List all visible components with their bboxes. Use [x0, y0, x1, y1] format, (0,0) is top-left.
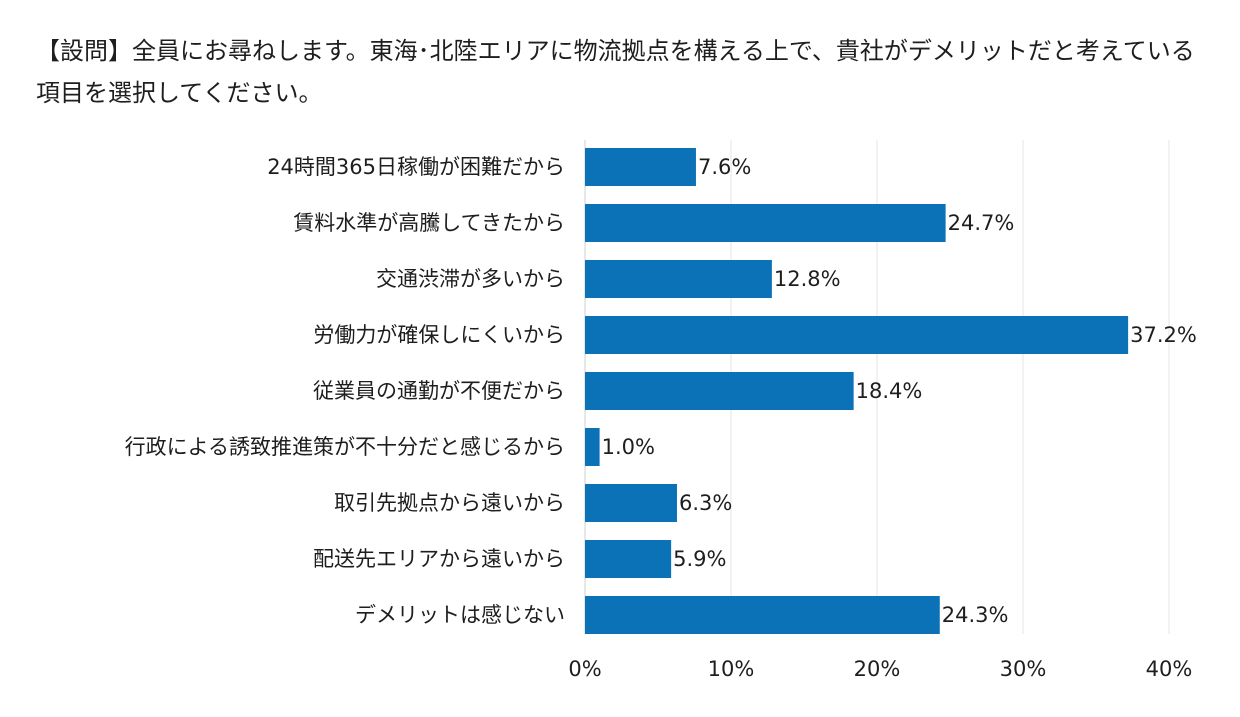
bar: [585, 204, 946, 242]
x-tick-label: 10%: [708, 657, 755, 681]
x-tick-label: 0%: [568, 657, 601, 681]
category-label: 従業員の通勤が不便だから: [313, 379, 565, 403]
bar-value-label: 18.4%: [856, 379, 923, 403]
bar: [585, 372, 854, 410]
bar-value-label: 24.3%: [942, 603, 1009, 627]
bar-value-label: 6.3%: [679, 491, 732, 515]
bar: [585, 596, 940, 634]
category-label: 交通渋滞が多いから: [376, 267, 565, 291]
category-label: 24時間365日稼働が困難だから: [267, 155, 565, 179]
bar-value-label: 12.8%: [774, 267, 841, 291]
bar: [585, 260, 772, 298]
category-label: 取引先拠点から遠いから: [334, 491, 565, 515]
bar: [585, 148, 696, 186]
chart-title: 【設問】全員にお尋ねします。東海･北陸エリアに物流拠点を構える上で、貴社がデメリ…: [36, 37, 1195, 107]
x-tick-label: 20%: [854, 657, 901, 681]
category-label: 労働力が確保しにくいから: [313, 323, 565, 347]
x-tick-label: 30%: [1000, 657, 1047, 681]
category-label: 行政による誘致推進策が不十分だと感じるから: [125, 435, 565, 459]
category-label: デメリットは感じない: [355, 603, 565, 627]
bar: [585, 484, 677, 522]
category-label: 配送先エリアから遠いから: [313, 547, 565, 571]
bar: [585, 428, 600, 466]
bar-value-label: 24.7%: [948, 211, 1015, 235]
bar: [585, 540, 672, 578]
bar: [585, 316, 1129, 354]
category-label: 賃料水準が高騰してきたから: [293, 211, 565, 235]
x-tick-label: 40%: [1146, 657, 1193, 681]
bar-value-label: 5.9%: [673, 547, 726, 571]
bar-value-label: 7.6%: [698, 155, 751, 179]
bar-value-label: 1.0%: [602, 435, 655, 459]
bar-value-label: 37.2%: [1130, 323, 1197, 347]
